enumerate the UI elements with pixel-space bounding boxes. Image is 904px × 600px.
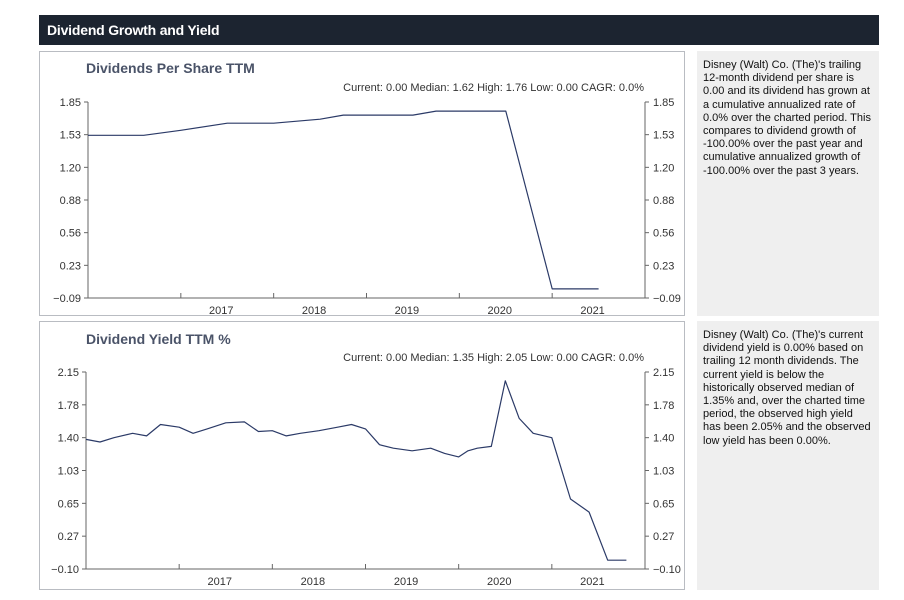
chart-panel-yield: Dividend Yield TTM % Current: 0.00 Media… bbox=[39, 321, 685, 590]
y-tick-label-right: 1.40 bbox=[653, 433, 674, 445]
yield-chart: 2.15 2.15 1.78 1.78 1.40 1.40 1.03 1.03 0.65 0.65… bbox=[51, 367, 681, 588]
y-tick-label: 0.56 bbox=[60, 228, 81, 240]
y-tick-label-right: 1.03 bbox=[653, 466, 674, 478]
dividends-chart: 1.85 1.85 1.53 1.53 1.20 1.20 0.88 0.88 0.56 0.56… bbox=[53, 97, 681, 315]
chart-title: Dividends Per Share TTM bbox=[86, 60, 255, 76]
x-tick-label: 2021 bbox=[580, 576, 604, 588]
x-tick-label: 2018 bbox=[302, 305, 326, 315]
y-tick-label-right: 1.78 bbox=[653, 400, 674, 412]
y-tick-label: 1.40 bbox=[58, 433, 79, 445]
y-tick-label: 1.53 bbox=[60, 130, 81, 142]
y-tick-label: 1.03 bbox=[58, 466, 79, 478]
y-tick-label-right: 0.56 bbox=[653, 228, 674, 240]
y-tick-label: 0.27 bbox=[58, 531, 79, 543]
y-tick-label-right: −0.09 bbox=[653, 293, 681, 305]
y-tick-label-right: 0.27 bbox=[653, 531, 674, 543]
y-tick-label: −0.09 bbox=[53, 293, 81, 305]
section-header: Dividend Growth and Yield bbox=[39, 15, 879, 45]
x-tick-label: 2020 bbox=[488, 305, 512, 315]
y-tick-label-right: 0.88 bbox=[653, 195, 674, 207]
y-tick-label-right: 0.23 bbox=[653, 260, 674, 272]
section-title: Dividend Growth and Yield bbox=[47, 22, 220, 38]
chart-title: Dividend Yield TTM % bbox=[86, 331, 231, 347]
description-text: Disney (Walt) Co. (The)'s current divide… bbox=[703, 329, 871, 447]
y-tick-label-right: 1.85 bbox=[653, 97, 674, 109]
y-tick-label-right: 2.15 bbox=[653, 367, 674, 379]
series-line bbox=[85, 380, 627, 561]
x-tick-label: 2017 bbox=[209, 305, 233, 315]
y-tick-label: 1.20 bbox=[60, 162, 81, 174]
y-tick-label: 0.65 bbox=[58, 498, 79, 510]
y-tick-label: 0.88 bbox=[60, 195, 81, 207]
x-tick-label: 2021 bbox=[580, 305, 604, 315]
x-tick-label: 2020 bbox=[487, 576, 511, 588]
description-panel-dividends: Disney (Walt) Co. (The)'s trailing 12-mo… bbox=[697, 51, 879, 316]
y-tick-label-right: 1.53 bbox=[653, 130, 674, 142]
y-tick-label: 0.23 bbox=[60, 260, 81, 272]
series-line bbox=[88, 110, 599, 290]
description-text: Disney (Walt) Co. (The)'s trailing 12-mo… bbox=[703, 59, 871, 177]
y-tick-label-right: 1.20 bbox=[653, 162, 674, 174]
x-tick-label: 2017 bbox=[208, 576, 232, 588]
y-tick-label: 2.15 bbox=[58, 367, 79, 379]
y-tick-label: −0.10 bbox=[51, 564, 79, 576]
chart-stats: Current: 0.00 Median: 1.35 High: 2.05 Lo… bbox=[343, 352, 644, 364]
x-tick-label: 2019 bbox=[394, 576, 418, 588]
x-tick-label: 2019 bbox=[395, 305, 419, 315]
description-panel-yield: Disney (Walt) Co. (The)'s current divide… bbox=[697, 321, 879, 590]
chart-panel-dividends: Dividends Per Share TTM Current: 0.00 Me… bbox=[39, 51, 685, 316]
y-tick-label-right: 0.65 bbox=[653, 498, 674, 510]
y-tick-label: 1.85 bbox=[60, 97, 81, 109]
y-tick-label: 1.78 bbox=[58, 400, 79, 412]
chart-stats: Current: 0.00 Median: 1.62 High: 1.76 Lo… bbox=[343, 82, 644, 94]
x-tick-label: 2018 bbox=[301, 576, 325, 588]
y-tick-label-right: −0.10 bbox=[653, 564, 681, 576]
